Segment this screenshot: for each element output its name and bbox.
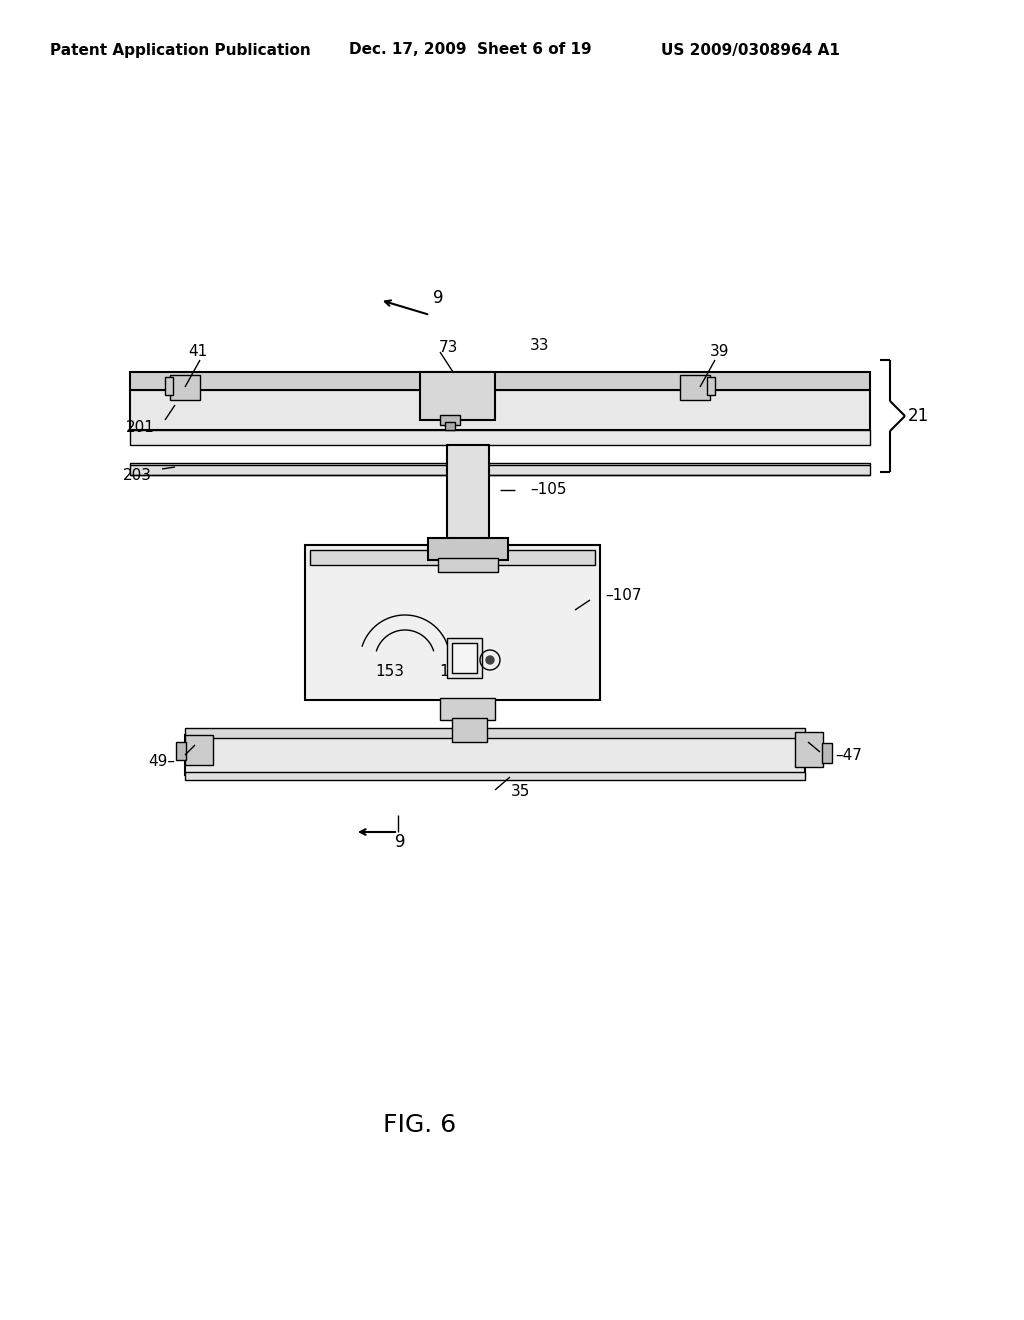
Bar (165, 378, 173, 395)
Bar (452, 643, 477, 673)
Circle shape (486, 656, 494, 664)
Bar (420, 372, 495, 420)
Bar (680, 375, 710, 400)
Text: 9: 9 (433, 289, 443, 308)
Text: FIG. 6: FIG. 6 (383, 1113, 457, 1137)
Bar (130, 430, 870, 445)
Text: US 2009/0308964 A1: US 2009/0308964 A1 (660, 42, 840, 58)
Bar (707, 378, 715, 395)
Bar (176, 742, 186, 760)
Text: –107: –107 (605, 589, 641, 603)
Bar (185, 735, 805, 775)
Bar (428, 539, 508, 560)
Text: Dec. 17, 2009  Sheet 6 of 19: Dec. 17, 2009 Sheet 6 of 19 (349, 42, 591, 58)
Bar (130, 372, 870, 389)
Text: 41: 41 (188, 345, 208, 359)
Text: 39: 39 (711, 345, 730, 359)
Bar (440, 698, 495, 719)
Bar (447, 445, 489, 540)
Bar (447, 638, 482, 678)
Bar (822, 743, 831, 763)
Text: 155: 155 (439, 664, 468, 680)
Bar (130, 463, 870, 475)
Text: 33: 33 (530, 338, 550, 352)
Bar (438, 558, 498, 572)
Bar (170, 375, 200, 400)
Text: 21: 21 (907, 407, 929, 425)
Bar (452, 718, 487, 742)
Bar (445, 422, 455, 430)
Bar (310, 550, 595, 565)
Bar (440, 414, 460, 425)
Bar (185, 729, 805, 738)
Text: 9: 9 (394, 833, 406, 851)
Text: 35: 35 (510, 784, 529, 800)
Bar (305, 545, 600, 700)
Text: 203: 203 (123, 467, 152, 483)
Text: –47: –47 (835, 748, 862, 763)
Text: 153: 153 (376, 664, 404, 680)
Text: –105: –105 (530, 483, 566, 498)
Bar (185, 735, 213, 766)
Text: Patent Application Publication: Patent Application Publication (49, 42, 310, 58)
Bar (795, 733, 823, 767)
Bar (185, 772, 805, 780)
Text: 73: 73 (438, 341, 458, 355)
Text: 49–: 49– (148, 755, 175, 770)
Text: 201: 201 (126, 421, 155, 436)
Bar (130, 389, 870, 430)
